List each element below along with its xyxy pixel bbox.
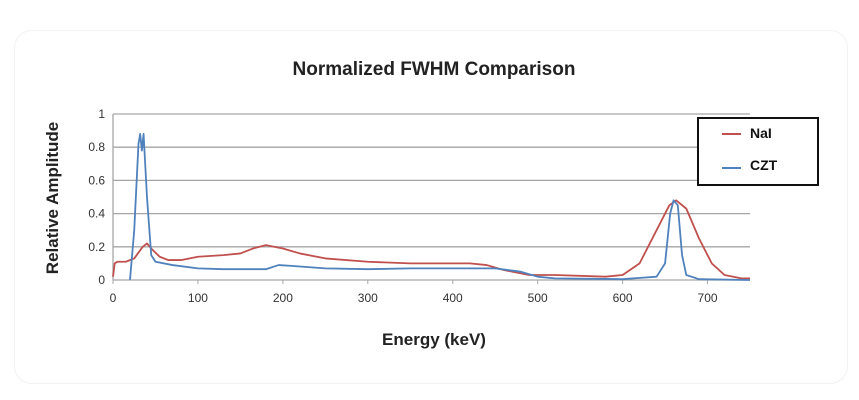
legend: NaI CZT: [697, 117, 819, 186]
series-line-nai: [112, 199, 750, 280]
x-tick-label: 500: [528, 291, 548, 305]
y-tick-label: 0.6: [88, 173, 105, 187]
y-tick-label: 0.8: [88, 140, 105, 154]
x-tick-label: 0: [110, 291, 117, 305]
x-tick-label: 400: [443, 291, 463, 305]
x-axis-label: Energy (keV): [382, 330, 486, 349]
x-tick-label: 100: [188, 291, 208, 305]
y-tick-label: 0.2: [88, 240, 105, 254]
x-tick-label: 700: [698, 291, 718, 305]
chart-title: Normalized FWHM Comparison: [293, 59, 576, 80]
y-tick-label: 0.4: [88, 207, 105, 221]
x-tick-label: 200: [273, 291, 293, 305]
legend-label-nai: NaI: [750, 125, 772, 141]
y-tick-label: 1: [98, 107, 105, 121]
x-tick-label: 300: [358, 291, 378, 305]
chart-card: [14, 30, 848, 384]
x-tick-label: 600: [613, 291, 633, 305]
series-line-czt: [129, 133, 751, 281]
y-tick-label: 0: [98, 273, 105, 287]
y-axis-label: Relative Amplitude: [43, 122, 62, 274]
legend-label-czt: CZT: [750, 157, 778, 173]
